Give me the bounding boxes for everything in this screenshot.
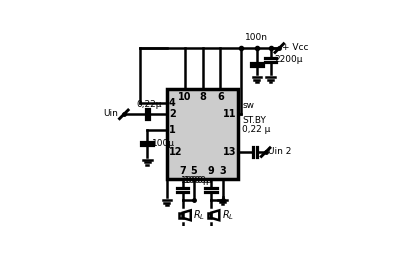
- Text: 100µ: 100µ: [152, 139, 175, 148]
- Text: 13: 13: [223, 147, 236, 157]
- Text: 0,22µ: 0,22µ: [136, 100, 162, 109]
- Text: 9: 9: [208, 166, 214, 176]
- Text: R$_L$: R$_L$: [193, 208, 206, 222]
- Bar: [167, 89, 238, 179]
- Bar: [208, 213, 211, 218]
- Text: ST.BY: ST.BY: [242, 116, 266, 125]
- Text: 8: 8: [199, 92, 206, 102]
- Text: Uin: Uin: [103, 109, 118, 118]
- Text: 11: 11: [223, 109, 236, 119]
- Text: 2200µ: 2200µ: [275, 55, 303, 64]
- Text: 1000µ: 1000µ: [181, 176, 210, 185]
- Text: R$_L$: R$_L$: [222, 208, 234, 222]
- Text: 1000µ: 1000µ: [184, 176, 212, 185]
- Text: sw: sw: [243, 101, 255, 110]
- Text: 4: 4: [169, 98, 176, 108]
- Text: 3: 3: [219, 166, 226, 176]
- Text: 100n: 100n: [245, 33, 268, 42]
- Text: 5: 5: [191, 166, 197, 176]
- Text: 12: 12: [169, 147, 182, 157]
- Text: Uin 2: Uin 2: [268, 147, 291, 156]
- Text: 10: 10: [178, 92, 192, 102]
- Bar: [179, 213, 182, 218]
- Text: 2: 2: [169, 109, 176, 119]
- Text: 1: 1: [169, 125, 176, 135]
- Text: 6: 6: [217, 92, 224, 102]
- Text: + Vcc: + Vcc: [282, 43, 308, 52]
- Text: 7: 7: [179, 166, 186, 176]
- Text: 0,22 µ: 0,22 µ: [242, 125, 270, 134]
